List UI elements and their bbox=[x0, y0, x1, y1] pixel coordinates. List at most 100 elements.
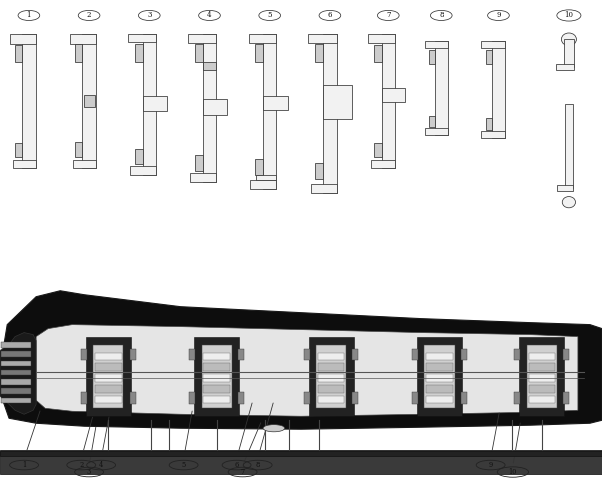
Bar bbox=[374, 45, 382, 62]
Bar bbox=[417, 336, 462, 416]
Bar bbox=[486, 119, 492, 130]
Bar bbox=[316, 345, 346, 408]
Bar bbox=[429, 49, 435, 63]
Bar bbox=[429, 116, 435, 127]
Bar bbox=[426, 374, 453, 382]
Bar bbox=[190, 173, 216, 182]
Bar bbox=[203, 62, 216, 70]
Bar bbox=[563, 392, 569, 404]
Bar bbox=[15, 45, 22, 62]
Text: 3: 3 bbox=[87, 468, 92, 476]
Bar bbox=[425, 41, 448, 48]
Bar bbox=[255, 159, 263, 175]
Bar bbox=[203, 363, 230, 371]
Bar bbox=[238, 392, 244, 404]
Bar bbox=[255, 44, 263, 62]
Bar bbox=[189, 392, 195, 404]
Bar bbox=[492, 41, 505, 138]
Bar bbox=[95, 374, 122, 382]
Bar bbox=[323, 85, 352, 119]
Bar bbox=[309, 336, 354, 416]
Text: 5: 5 bbox=[181, 461, 186, 469]
Ellipse shape bbox=[561, 33, 576, 46]
Bar bbox=[371, 160, 395, 168]
Bar bbox=[95, 363, 122, 371]
Bar bbox=[565, 104, 573, 188]
Text: 4: 4 bbox=[99, 461, 104, 469]
Text: 6: 6 bbox=[234, 461, 239, 469]
Bar bbox=[315, 44, 323, 62]
Bar bbox=[481, 131, 505, 138]
Text: 3: 3 bbox=[147, 12, 152, 20]
Bar bbox=[426, 385, 453, 393]
Bar bbox=[304, 392, 310, 404]
Bar bbox=[15, 143, 22, 157]
Text: 1: 1 bbox=[26, 12, 31, 20]
Polygon shape bbox=[36, 324, 578, 416]
Text: 8: 8 bbox=[439, 12, 444, 20]
Bar bbox=[315, 163, 323, 179]
Bar bbox=[203, 34, 216, 182]
Bar bbox=[73, 160, 96, 168]
Bar bbox=[1, 398, 31, 403]
Bar bbox=[195, 156, 203, 171]
Bar bbox=[353, 392, 359, 404]
Bar bbox=[13, 160, 36, 168]
Text: 7: 7 bbox=[386, 12, 391, 20]
Bar bbox=[188, 34, 216, 43]
Bar bbox=[75, 44, 82, 62]
Bar bbox=[304, 348, 310, 360]
Bar bbox=[425, 128, 448, 135]
Bar bbox=[527, 345, 557, 408]
Bar bbox=[82, 34, 96, 168]
Bar bbox=[374, 143, 382, 157]
Text: 5: 5 bbox=[267, 12, 272, 20]
Bar bbox=[22, 34, 36, 168]
Bar bbox=[368, 34, 395, 43]
Bar bbox=[75, 142, 82, 157]
Bar bbox=[412, 392, 418, 404]
Bar bbox=[250, 180, 276, 189]
Bar bbox=[1, 351, 31, 357]
Bar bbox=[556, 64, 574, 70]
Bar bbox=[563, 348, 569, 360]
Bar bbox=[318, 385, 344, 393]
Text: 9: 9 bbox=[488, 461, 493, 469]
Bar bbox=[128, 34, 156, 42]
Bar bbox=[95, 385, 122, 393]
Bar bbox=[426, 363, 453, 371]
Bar bbox=[426, 353, 453, 360]
Text: 8: 8 bbox=[255, 461, 260, 469]
Bar bbox=[130, 392, 136, 404]
Bar bbox=[203, 374, 230, 382]
Bar bbox=[353, 348, 359, 360]
Bar bbox=[412, 348, 418, 360]
Text: 9: 9 bbox=[496, 12, 501, 20]
Bar bbox=[256, 175, 276, 180]
Bar bbox=[461, 348, 467, 360]
Bar bbox=[135, 44, 143, 62]
Bar bbox=[0, 450, 602, 474]
Bar bbox=[308, 34, 337, 43]
Bar bbox=[1, 388, 31, 394]
Bar bbox=[564, 39, 574, 67]
Bar bbox=[81, 392, 87, 404]
Bar bbox=[84, 96, 95, 107]
Polygon shape bbox=[0, 291, 602, 429]
Text: 10: 10 bbox=[565, 12, 573, 20]
Bar bbox=[318, 374, 344, 382]
Circle shape bbox=[263, 425, 285, 432]
Bar bbox=[426, 396, 453, 403]
Bar bbox=[81, 348, 87, 360]
Bar bbox=[203, 99, 227, 115]
Bar bbox=[0, 451, 602, 456]
Bar bbox=[424, 345, 455, 408]
Bar bbox=[194, 336, 240, 416]
Bar bbox=[1, 360, 31, 366]
Bar bbox=[263, 96, 288, 110]
Bar bbox=[238, 348, 244, 360]
Bar bbox=[10, 34, 36, 44]
Bar bbox=[1, 342, 31, 348]
Bar bbox=[514, 392, 520, 404]
Ellipse shape bbox=[562, 197, 576, 208]
